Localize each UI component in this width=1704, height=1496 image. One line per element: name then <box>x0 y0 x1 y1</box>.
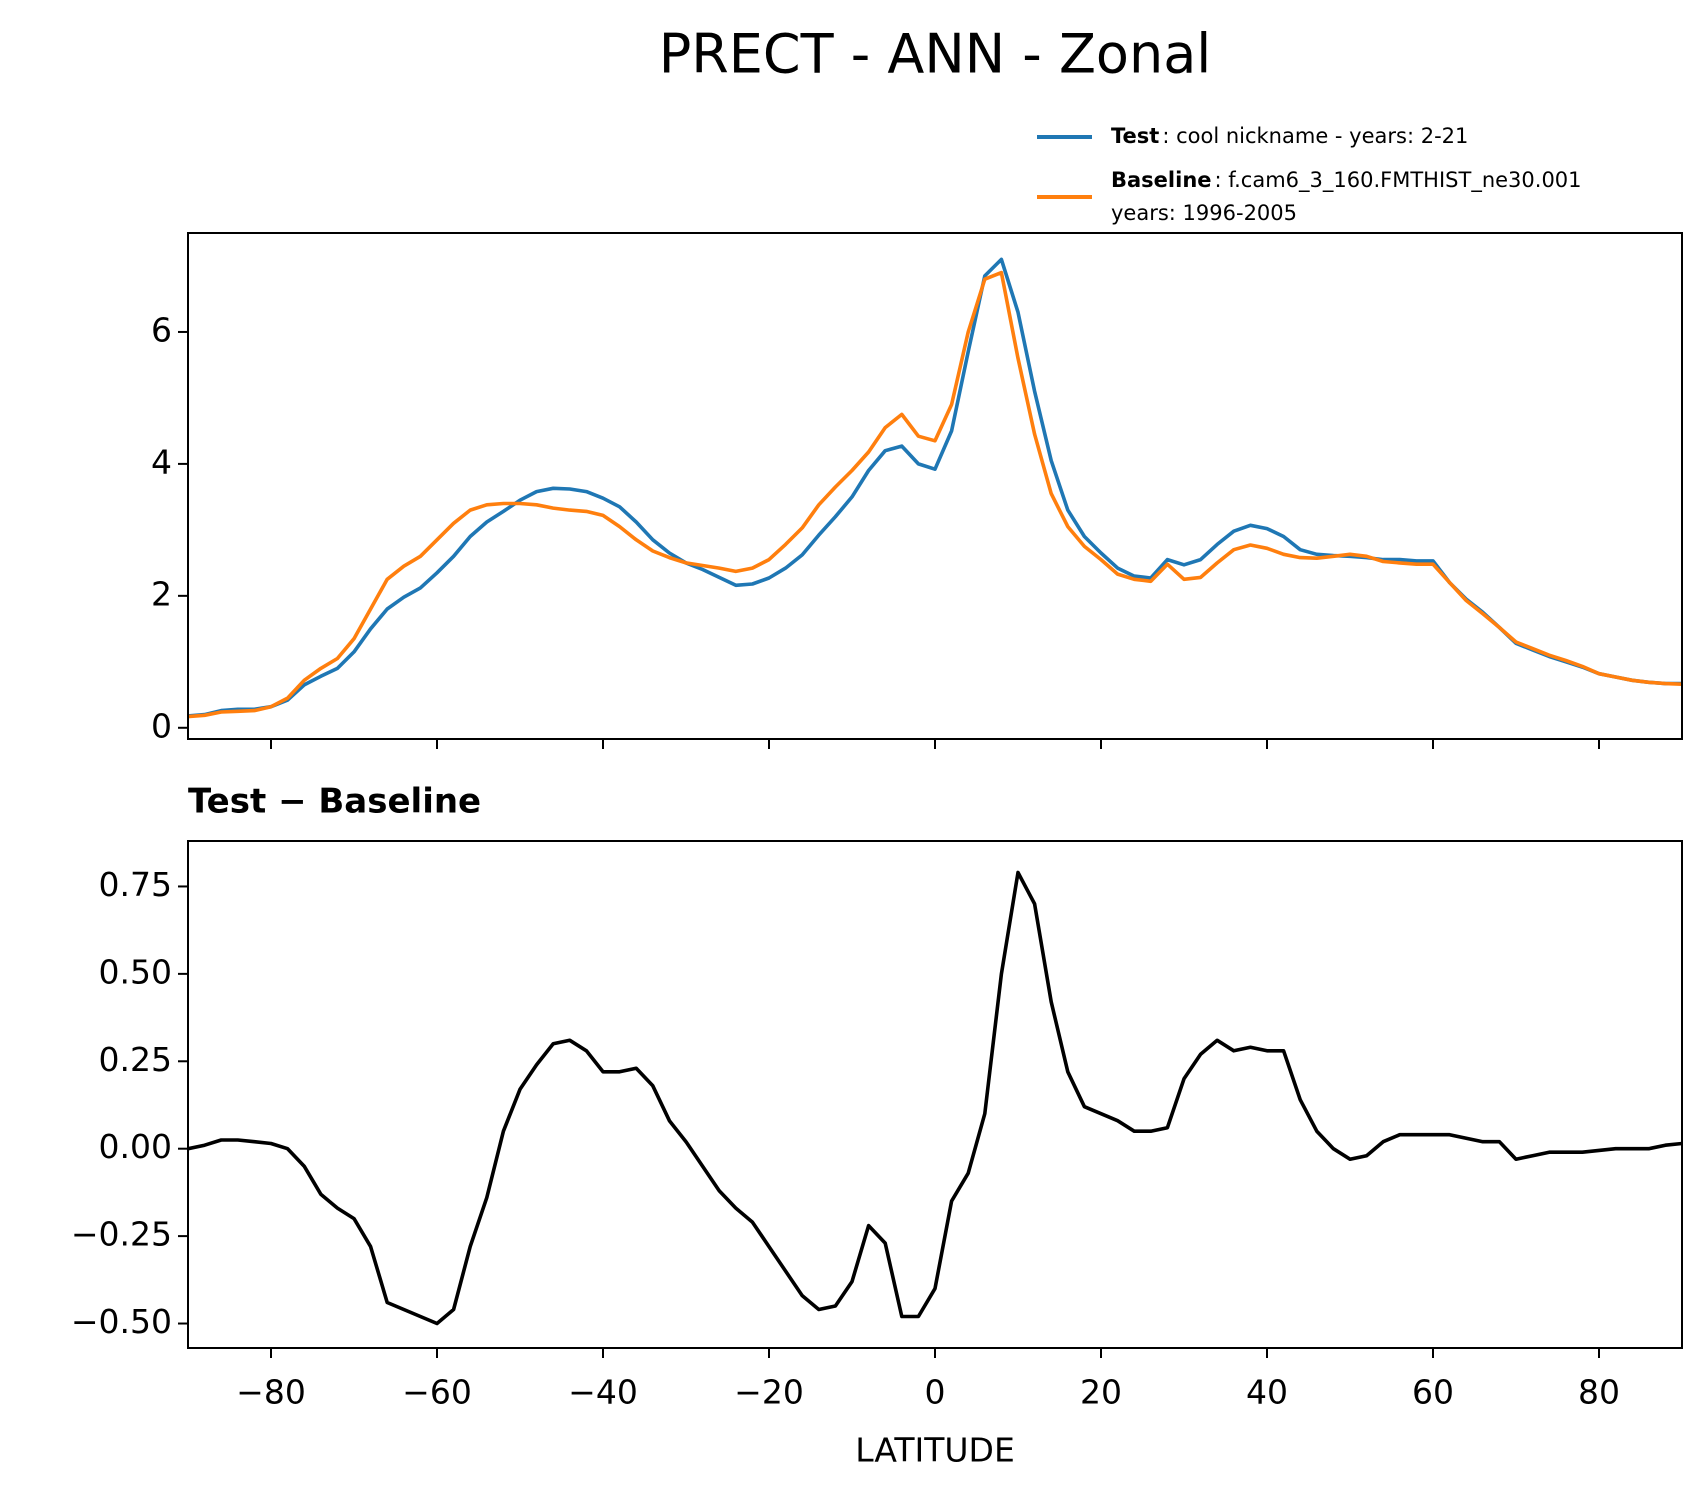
legend-description: years: 1996-2005 <box>1111 201 1297 225</box>
y-tick-label: −0.50 <box>71 1302 172 1341</box>
axes-frame <box>187 232 1683 740</box>
y-tick-label: 4 <box>151 442 172 481</box>
y-tick-label: −0.25 <box>71 1215 172 1254</box>
y-tick-label: 0.00 <box>99 1127 172 1166</box>
legend-name: Test <box>1111 124 1159 148</box>
axes-frame <box>187 840 1683 1349</box>
y-tick-label: 2 <box>151 574 172 613</box>
figure-title: PRECT - ANN - Zonal <box>659 23 1212 86</box>
legend-description: : cool nickname - years: 2-21 <box>1162 124 1468 148</box>
y-tick-label: 6 <box>151 310 172 349</box>
y-tick-label: 0 <box>151 706 172 745</box>
axes-title: Test − Baseline <box>188 782 481 822</box>
x-tick-label: 60 <box>1412 1373 1454 1412</box>
series-line <box>188 257 1682 718</box>
x-tick-label: −80 <box>236 1373 306 1412</box>
x-tick-label: 20 <box>1080 1373 1122 1412</box>
x-axis-label: LATITUDE <box>855 1431 1015 1470</box>
x-tick-label: 40 <box>1246 1373 1288 1412</box>
legend-name: Baseline <box>1111 168 1212 192</box>
series-line <box>188 270 1682 719</box>
x-tick-label: −20 <box>734 1373 804 1412</box>
legend-description: : f.cam6_3_160.FMTHIST_ne30.001 <box>1215 168 1582 193</box>
x-tick-label: 0 <box>925 1373 946 1412</box>
y-tick-label: 0.25 <box>99 1040 172 1079</box>
x-tick-label: −40 <box>568 1373 638 1412</box>
series-line <box>188 870 1682 1326</box>
x-tick-label: −60 <box>402 1373 472 1412</box>
y-tick-label: 0.75 <box>99 865 172 904</box>
y-tick-label: 0.50 <box>99 952 172 991</box>
x-tick-label: 80 <box>1578 1373 1620 1412</box>
